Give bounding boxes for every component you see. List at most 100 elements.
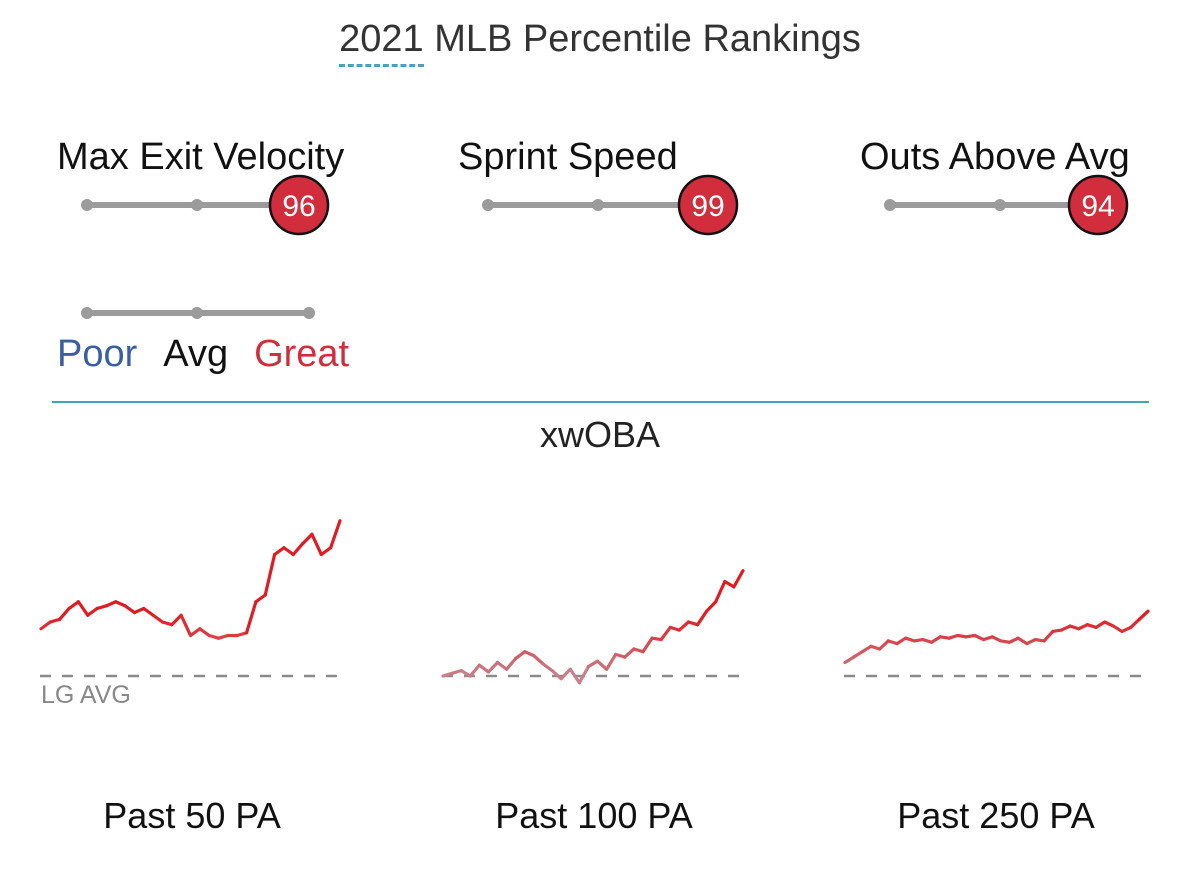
sparkline-segment <box>1094 620 1107 629</box>
legend-dot-poor <box>81 307 93 319</box>
sparkline-segment <box>1042 629 1055 643</box>
sparkline-segment <box>319 546 333 557</box>
page-title: 2021 MLB Percentile Rankings <box>0 18 1200 67</box>
sparkline-segment <box>132 606 146 615</box>
sparkline-segment <box>695 609 709 627</box>
percentile-badge: 99 <box>677 174 739 236</box>
track-dot-avg <box>592 199 604 211</box>
sparkline-segment <box>272 546 286 557</box>
sparkline-segment <box>142 606 155 617</box>
sparkline-segment <box>659 625 672 642</box>
sparkline-segment <box>677 620 691 632</box>
sparkline-segment <box>254 593 267 604</box>
caption-past-50-pa: Past 50 PA <box>103 795 281 836</box>
sparkline-segment <box>723 579 736 589</box>
track-dot-poor <box>884 199 896 211</box>
sparkline-segment <box>550 669 563 681</box>
sparkline-segment <box>86 606 99 617</box>
sparkline-segment <box>532 654 545 666</box>
percentile-badge: 96 <box>268 174 330 236</box>
sparkline-segment <box>514 650 527 661</box>
sparkline-segment <box>58 606 71 621</box>
sparkline-segment <box>160 620 174 627</box>
sparkline-segment <box>732 569 745 589</box>
sparkline-segment <box>170 613 183 627</box>
sparkline-segment <box>541 662 554 673</box>
sparkline-segment <box>67 600 80 611</box>
legend-great: Great <box>254 333 350 375</box>
legend-dot-avg <box>191 307 203 319</box>
sparkline-segment <box>244 600 258 635</box>
caption-past-250-pa: Past 250 PA <box>897 795 1095 836</box>
sparkline-segment <box>605 652 618 671</box>
sparkline-segment <box>577 664 591 685</box>
sparkline-segment <box>301 532 314 546</box>
sparkline-segment <box>595 659 609 671</box>
season-year-link[interactable]: 2021 <box>339 18 424 67</box>
legend-dot-great <box>303 307 315 319</box>
percentile-value: 94 <box>1081 190 1114 223</box>
metric-label: Max Exit Velocity <box>57 136 345 178</box>
sparkline-segment <box>878 639 890 651</box>
track-dot-avg <box>191 199 203 211</box>
sparkline-segment <box>114 600 127 608</box>
sparkline-segment <box>216 633 230 640</box>
percentile-track: 94 <box>884 174 1129 236</box>
xwoba-sparklines <box>39 519 1150 685</box>
sparkline-segment <box>459 669 472 678</box>
sparkline-segment <box>623 647 636 659</box>
metric-sprint-speed: Sprint Speed 99 <box>458 130 788 240</box>
sparkline-segment <box>179 613 193 638</box>
sparkline-segment <box>505 656 518 671</box>
section-title: xwOBA <box>539 414 661 455</box>
percentile-value: 96 <box>282 190 315 223</box>
sparkline-segment <box>123 604 137 615</box>
sparkline-segment <box>559 667 572 681</box>
sparkline-segment <box>895 636 908 646</box>
title-text: MLB Percentile Rankings <box>423 18 861 60</box>
sparkline-segment <box>1016 636 1029 646</box>
sparkline-segment <box>198 627 211 638</box>
sparkline-segment <box>282 546 295 557</box>
sparkline-segment <box>477 663 491 674</box>
sparkline-segment <box>95 604 109 611</box>
sparkline-segment <box>714 579 727 604</box>
metric-label: Outs Above Avg <box>860 136 1130 178</box>
sparkline-segment <box>329 519 342 550</box>
sparkline-segment <box>291 542 305 557</box>
sparkline-segment <box>235 631 249 638</box>
section-divider <box>52 401 1149 403</box>
track-dot-avg <box>994 199 1006 211</box>
sparkline-segment <box>523 650 536 658</box>
percentile-track: 96 <box>81 174 330 236</box>
track-dot-poor <box>482 199 494 211</box>
sparkline-segment <box>104 600 118 608</box>
sparkline-segment <box>929 635 942 644</box>
sparkline-segment <box>188 627 202 638</box>
sparkline-segment <box>843 655 856 665</box>
sparkline-segment <box>641 636 654 654</box>
sparkline-segment <box>860 644 873 654</box>
sparkline-segment <box>705 600 718 613</box>
sparkline-segment <box>207 633 221 640</box>
legend: Poor Avg Great <box>57 333 375 376</box>
metric-max-exit-velocity: Max Exit Velocity 96 <box>57 130 387 240</box>
sparkline-segment <box>486 660 500 674</box>
sparkline-segment <box>468 663 481 678</box>
sparkline-segment <box>151 613 165 624</box>
legend-poor: Poor <box>57 333 138 375</box>
sparkline-segment <box>568 667 581 685</box>
sparkline-3 <box>843 609 1150 665</box>
sparkline-segment <box>1129 617 1141 629</box>
track-dot-poor <box>81 199 93 211</box>
sparkline-segment <box>76 600 90 617</box>
metric-outs-above-avg: Outs Above Avg 94 <box>860 130 1190 240</box>
sparkline-2 <box>441 569 745 685</box>
sparkline-segment <box>852 650 864 659</box>
metric-label: Sprint Speed <box>458 136 678 178</box>
sparkline-segment <box>39 620 52 631</box>
sparkline-segment <box>586 659 600 669</box>
sparkline-segment <box>1111 624 1124 634</box>
percentile-value: 99 <box>691 190 724 223</box>
sparkline-segment <box>263 552 277 597</box>
